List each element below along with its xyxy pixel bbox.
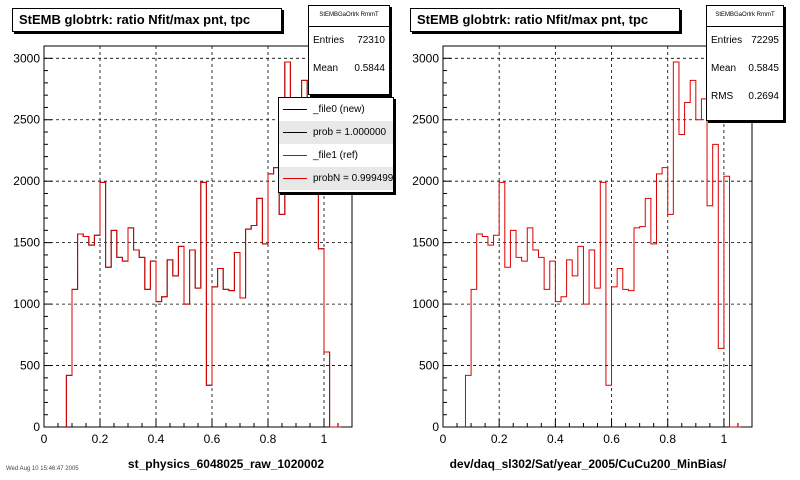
y-tick-label: 1500 [412,236,439,250]
stats-label: Entries [711,35,743,46]
left-stats-box: StEMBGaOrlrk RmmT Entries 72310 Mean 0.5… [308,5,390,95]
stats-value: 0.5845 [748,63,779,74]
y-tick-label: 0 [33,420,40,434]
legend-line-red [283,178,307,179]
x-tick-label: 0.4 [547,432,564,446]
left-stats-row-entries: Entries 72310 [309,27,389,55]
legend-label: _file1 (ref) [313,150,359,161]
right-stats-box: StEMBGaOrlrk RmmT Entries 72295 Mean 0.5… [706,5,784,121]
stats-value: 0.5844 [354,63,385,74]
legend-line-red [283,155,307,156]
right-stats-row-rms: RMS 0.2694 [707,83,783,111]
y-tick-label: 3000 [13,51,40,65]
y-tick-label: 1000 [412,297,439,311]
y-tick-label: 2500 [412,113,439,127]
x-tick-label: 0 [440,432,447,446]
x-tick-label: 0.4 [148,432,165,446]
x-tick-label: 0.2 [491,432,508,446]
legend-entry-file1: _file1 (ref) [279,144,393,167]
left-stats-name: StEMBGaOrlrk RmmT [309,6,389,27]
legend-label: prob = 1.000000 [313,127,387,138]
stats-label: Mean [711,63,737,74]
histogram-series-ref [464,61,741,428]
x-tick-label: 0.6 [204,432,221,446]
stats-value: 72295 [751,35,779,46]
stats-label: Entries [313,35,345,46]
y-tick-label: 2500 [13,113,40,127]
legend-entry-file0: _file0 (new) [279,98,393,121]
legend-label: probN = 0.999499 [313,173,393,184]
x-tick-label: 1 [721,432,728,446]
stats-value: 0.2694 [748,91,779,102]
y-tick-label: 500 [20,359,40,373]
legend-entry-probn: probN = 0.999499 [279,167,393,190]
y-tick-label: 3000 [412,51,439,65]
legend-line-black [283,132,307,133]
stats-label: Mean [313,63,339,74]
y-tick-label: 1500 [13,236,40,250]
y-tick-label: 0 [432,420,439,434]
legend-label: _file0 (new) [313,104,365,115]
legend-line-black [283,109,307,110]
right-plot-title: StEMB globtrk: ratio Nfit/max pnt, tpc [410,8,680,32]
stats-value: 72310 [357,35,385,46]
y-tick-label: 500 [419,359,439,373]
x-tick-label: 0.6 [603,432,620,446]
left-plot-title: StEMB globtrk: ratio Nfit/max pnt, tpc [12,8,282,32]
footer-timestamp: Wed Aug 10 15:46:47 2005 [6,466,79,472]
x-tick-label: 0.8 [659,432,676,446]
x-axis-label: st_physics_6048025_raw_1020002 [128,457,324,471]
right-stats-row-entries: Entries 72295 [707,27,783,55]
right-stats-row-mean: Mean 0.5845 [707,55,783,83]
x-tick-label: 0.2 [92,432,109,446]
x-tick-label: 0.8 [260,432,277,446]
x-tick-label: 1 [321,432,328,446]
y-tick-label: 1000 [13,297,40,311]
left-legend: _file0 (new) prob = 1.000000 _file1 (ref… [278,97,394,193]
right-stats-name: StEMBGaOrlrk RmmT [707,6,783,27]
legend-entry-prob: prob = 1.000000 [279,121,393,144]
left-stats-row-mean: Mean 0.5844 [309,55,389,83]
x-axis-label: dev/daq_sl302/Sat/year_2005/CuCu200_MinB… [450,457,727,471]
y-tick-label: 2000 [412,174,439,188]
y-tick-label: 2000 [13,174,40,188]
stats-label: RMS [711,91,734,102]
x-tick-label: 0 [41,432,48,446]
right-histogram-panel: 0 500 1000 1500 2000 2500 3000 0 0.2 0.4 0.6 0.8 1 de… [412,45,753,471]
